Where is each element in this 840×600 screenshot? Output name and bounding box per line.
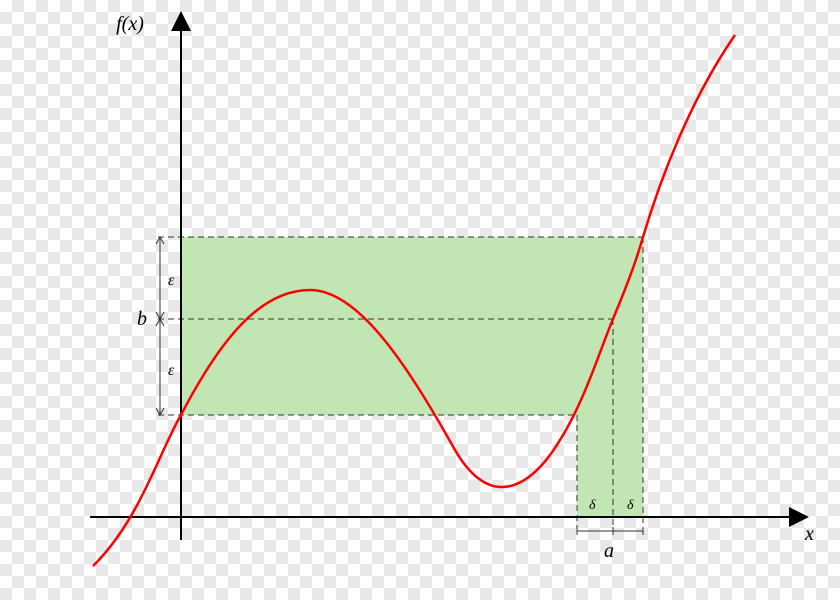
diagram-svg: f(x) x b a ε ε δ δ <box>0 0 840 600</box>
delta-right-label: δ <box>627 498 634 513</box>
x-axis-label: x <box>804 523 814 545</box>
a-label: a <box>604 540 614 562</box>
epsilon-bracket <box>156 237 164 415</box>
delta-bracket <box>577 527 643 535</box>
delta-left-label: δ <box>589 498 596 513</box>
b-label: b <box>137 308 147 330</box>
y-axis-label: f(x) <box>116 13 144 35</box>
epsilon-lower-label: ε <box>168 362 175 379</box>
epsilon-band <box>181 237 643 415</box>
epsilon-upper-label: ε <box>168 272 175 289</box>
